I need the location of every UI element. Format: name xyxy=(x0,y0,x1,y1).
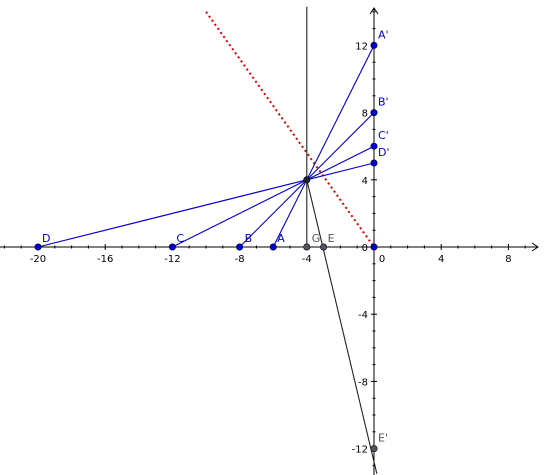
line-C-Cprime xyxy=(172,145,375,248)
point-label-D: D xyxy=(42,232,50,245)
line-center-Eprime xyxy=(306,179,378,474)
point-label-B: B xyxy=(245,232,253,245)
point-label-B-prime: B' xyxy=(378,96,389,109)
line-D-Dprime xyxy=(37,162,375,248)
point-A[interactable] xyxy=(269,243,277,251)
x-tick-label: -8 xyxy=(235,254,245,265)
point-label-E: E xyxy=(328,232,335,245)
point-label-C: C xyxy=(176,232,184,245)
dotted-line xyxy=(205,11,375,248)
x-tick-label: -4 xyxy=(302,254,312,265)
point-B[interactable] xyxy=(236,243,244,251)
point-center[interactable] xyxy=(303,176,311,184)
point-label-A-prime: A' xyxy=(378,28,389,41)
point-origin[interactable] xyxy=(370,243,378,251)
point-label-E-prime: E' xyxy=(378,432,388,445)
x-tick-label: 8 xyxy=(505,254,511,265)
point-E[interactable] xyxy=(320,243,328,251)
line-A-Aprime xyxy=(272,45,375,248)
lines-group xyxy=(37,6,378,474)
x-axis-arrow xyxy=(531,242,539,252)
x-tick-label: 0 xyxy=(379,254,385,265)
y-axis-arrow xyxy=(369,7,379,15)
point-G[interactable] xyxy=(303,243,311,251)
point-E-prime[interactable] xyxy=(370,445,378,453)
point-A-prime[interactable] xyxy=(370,41,378,49)
point-label-D-prime: D' xyxy=(378,146,390,159)
y-tick-label: 8 xyxy=(362,109,368,120)
points-group: A B C D G E A' B' C' D' E' xyxy=(34,28,390,453)
point-label-G: G xyxy=(312,232,321,245)
point-C-prime[interactable] xyxy=(370,142,378,150)
point-D[interactable] xyxy=(34,243,42,251)
axes-group: -20 -16 -12 -8 -4 0 4 8 12 8 4 0 -4 -8 -12 xyxy=(0,7,539,475)
point-B-prime[interactable] xyxy=(370,109,378,117)
x-tick-label: -16 xyxy=(97,254,113,265)
y-tick-label: 12 xyxy=(355,41,368,52)
point-C[interactable] xyxy=(168,243,176,251)
y-tick-label: -4 xyxy=(358,310,368,321)
y-tick-label: -12 xyxy=(352,445,368,456)
point-D-prime[interactable] xyxy=(370,159,378,167)
point-label-C-prime: C' xyxy=(378,129,389,142)
point-label-A: A xyxy=(277,232,285,245)
y-tick-label: 4 xyxy=(362,176,368,187)
y-tick-label: -8 xyxy=(358,377,368,388)
y-tick-label: 0 xyxy=(362,243,368,254)
x-tick-label: -12 xyxy=(164,254,180,265)
x-tick-label: 4 xyxy=(438,254,444,265)
x-tick-label: -20 xyxy=(30,254,46,265)
